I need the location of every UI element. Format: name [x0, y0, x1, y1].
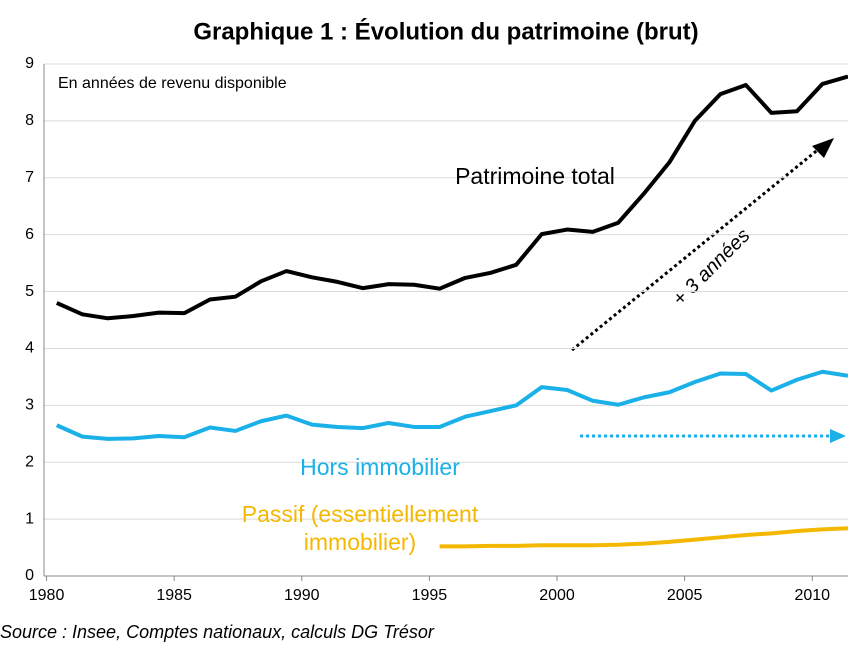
y-tick-label: 8 [25, 112, 34, 129]
x-tick-label: 1985 [156, 587, 192, 604]
series-line [55, 74, 848, 321]
y-tick-label: 0 [25, 567, 34, 584]
x-tick-label: 2005 [667, 587, 703, 604]
chart-title: Graphique 1 : Évolution du patrimoine (b… [193, 17, 698, 45]
y-tick-label: 3 [25, 397, 34, 414]
source: Source : Insee, Comptes nationaux, calcu… [0, 622, 435, 642]
series-label: Hors immobilier [300, 454, 460, 480]
series-line [439, 526, 848, 549]
y-tick-label: 7 [25, 169, 34, 186]
x-tick-label: 2000 [539, 587, 575, 604]
y-tick-label: 6 [25, 226, 34, 243]
y-tick-label: 2 [25, 453, 34, 470]
series-label: Passif (essentiellement immobilier) [241, 501, 479, 555]
y-tick-label: 9 [25, 55, 34, 72]
series-label: Patrimoine total [455, 163, 615, 189]
annotation: + 3 années [669, 225, 755, 311]
x-tick-label: 1995 [412, 587, 448, 604]
arrow-head [830, 429, 846, 443]
arrow-head [812, 138, 834, 158]
series-line [55, 369, 848, 441]
arrow [571, 146, 821, 352]
y-tick-label: 5 [25, 283, 34, 300]
x-tick-label: 1990 [284, 587, 320, 604]
y-tick-label: 1 [25, 510, 34, 527]
y-tick-label: 4 [25, 340, 34, 357]
x-tick-label: 1980 [29, 587, 65, 604]
subtitle: En années de revenu disponible [58, 75, 287, 92]
x-tick-label: 2010 [794, 587, 830, 604]
